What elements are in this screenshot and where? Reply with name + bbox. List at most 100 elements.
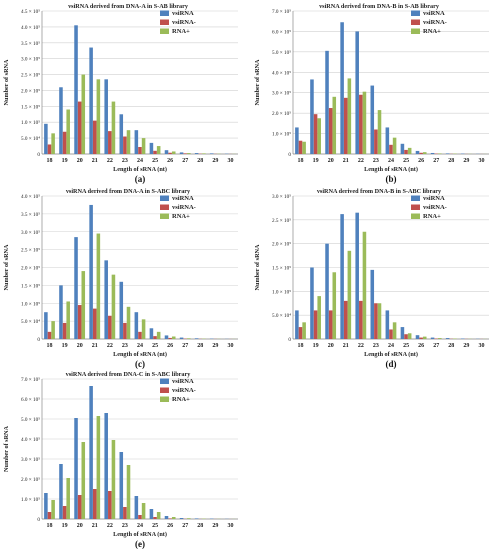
y-tick-label: 3.0 × 10⁵ [272, 91, 291, 97]
y-tick-label: 0 [288, 152, 291, 158]
bar-vsirna-24 [389, 329, 393, 339]
chart-svg: vsiRNA derived from DNA-A in S-ABC libra… [3, 188, 238, 369]
x-tick-label: 23 [122, 523, 128, 529]
bar-rna-18 [51, 500, 55, 519]
x-tick-label: 18 [298, 158, 304, 164]
x-tick-label: 22 [358, 158, 364, 164]
bar-vsirna-18 [295, 310, 299, 339]
chart-panel-c: vsiRNA derived from DNA-A in S-ABC libra… [0, 185, 251, 370]
y-tick-label: 3.5 × 10⁵ [21, 41, 40, 47]
x-tick-label: 18 [47, 158, 53, 164]
chart-title: vsiRNA derived from DNA-A in S-ABC libra… [66, 188, 191, 195]
bar-rna-26 [422, 152, 427, 154]
bar-rna-27 [438, 153, 442, 154]
y-tick-label: 1.5 × 10⁵ [21, 283, 40, 289]
bar-vsirna-26 [164, 335, 169, 339]
y-tick-label: 6.0 × 10⁵ [21, 397, 40, 403]
bar-vsirna-26 [164, 516, 169, 519]
bar-rna-21 [96, 233, 101, 339]
bar-rna-18 [51, 321, 55, 340]
legend-swatch [411, 19, 420, 25]
y-tick-label: 2.0 × 10⁵ [21, 88, 40, 94]
bar-vsirna-26 [164, 150, 169, 154]
y-tick-label: 3.0 × 10⁵ [21, 57, 40, 63]
x-tick-label: 30 [227, 343, 233, 349]
bar-vsirna-21 [89, 204, 93, 339]
x-tick-label: 26 [167, 523, 173, 529]
x-tick-label: 20 [328, 343, 334, 349]
bar-vsirna-26 [419, 152, 423, 154]
legend-label: vsiRNA- [172, 19, 196, 26]
y-tick-label: 1.0 × 10⁵ [272, 289, 291, 295]
bar-rna-26 [171, 151, 176, 154]
bar-vsirna-24 [134, 130, 139, 154]
y-tick-label: 2.0 × 10⁵ [272, 242, 291, 248]
bar-vsirna-26 [415, 335, 420, 339]
legend-swatch [160, 204, 169, 210]
bar-vsirna-18 [298, 140, 303, 154]
x-tick-label: 21 [92, 343, 98, 349]
x-tick-label: 27 [182, 158, 188, 164]
x-tick-label: 21 [92, 158, 98, 164]
y-tick-label: 1.0 × 10⁵ [21, 301, 40, 307]
bar-vsirna-18 [44, 312, 48, 339]
y-tick-label: 5.0 × 10⁵ [21, 417, 40, 423]
bar-vsirna-28 [194, 153, 199, 154]
bar-vsirna-23 [374, 303, 378, 339]
bar-vsirna-28 [445, 338, 450, 339]
x-tick-label: 28 [197, 523, 203, 529]
bar-rna-19 [66, 109, 70, 154]
bar-vsirna-19 [310, 267, 314, 339]
x-tick-label: 24 [388, 343, 394, 349]
bar-vsirna-25 [404, 334, 408, 339]
bar-vsirna-22 [359, 94, 363, 154]
bar-rna-22 [111, 101, 116, 154]
chart-panel-d: vsiRNA derived from DNA-B in S-ABC libra… [251, 185, 502, 370]
bar-vsirna-21 [340, 214, 344, 339]
x-tick-label: 29 [212, 158, 218, 164]
bar-rna-25 [156, 512, 161, 519]
panel-label: (c) [135, 359, 145, 369]
x-tick-label: 22 [358, 343, 364, 349]
bar-rna-20 [332, 96, 337, 154]
bar-rna-19 [317, 296, 321, 339]
y-tick-label: 5.0 × 10⁴ [21, 136, 40, 142]
panel-label: (a) [135, 174, 146, 184]
bar-vsirna-18 [295, 127, 299, 154]
y-tick-label: 0 [288, 337, 291, 343]
chart-title: vsiRNA derived from DNA-B in S-ABC libra… [317, 188, 442, 195]
bar-rna-22 [111, 440, 116, 519]
y-tick-label: 2.0 × 10⁵ [272, 111, 291, 117]
chart-title: vsiRNA derived from DNA-B in S-AB librar… [319, 3, 440, 10]
x-tick-label: 18 [298, 343, 304, 349]
bar-vsirna-19 [313, 114, 318, 154]
y-tick-label: 6.0 × 10⁵ [272, 29, 291, 35]
bar-vsirna-27 [183, 153, 187, 154]
bar-rna-24 [141, 319, 146, 339]
bar-vsirna-21 [343, 97, 348, 154]
chart-panel-a: vsiRNA derived from DNA-A in S-AB librar… [0, 0, 251, 185]
chart-title: vsiRNA derived from DNA-C in S-ABC libra… [66, 371, 192, 378]
chart-title: vsiRNA derived from DNA-A in S-AB librar… [68, 3, 189, 10]
bar-rna-23 [126, 306, 131, 339]
bar-vsirna-20 [74, 237, 78, 339]
legend-label: vsiRNA- [172, 387, 196, 394]
bar-rna-19 [66, 301, 70, 339]
legend-swatch [160, 396, 169, 402]
y-tick-label: 4.0 × 10⁵ [21, 25, 40, 31]
x-tick-label: 23 [122, 158, 128, 164]
bar-vsirna-24 [138, 147, 142, 154]
bar-vsirna-25 [153, 517, 157, 519]
bar-vsirna-23 [370, 269, 375, 339]
bar-rna-19 [317, 118, 321, 154]
bar-vsirna-19 [59, 87, 63, 154]
x-tick-label: 20 [77, 343, 83, 349]
y-tick-label: 1.0 × 10⁵ [21, 120, 40, 126]
bar-rna-21 [347, 78, 352, 154]
bar-vsirna-23 [374, 129, 378, 154]
chart-svg: vsiRNA derived from DNA-A in S-AB librar… [3, 3, 238, 184]
bar-vsirna-21 [92, 308, 97, 339]
x-tick-label: 30 [227, 523, 233, 529]
x-axis-label: Length of sRNA (nt) [113, 531, 167, 538]
legend-label: RNA+ [172, 213, 190, 220]
